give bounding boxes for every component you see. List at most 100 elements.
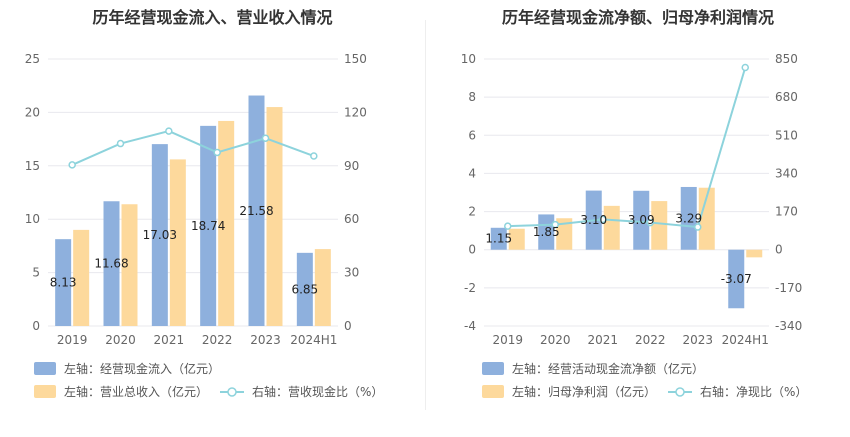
right-bar-secondary: [698, 187, 715, 250]
left-legend-label-line: 右轴：营收现金比（%）: [252, 384, 383, 399]
left-right-tick-label: 30: [344, 266, 359, 280]
left-bar-primary: [296, 252, 313, 326]
left-x-tick-label: 2019: [57, 333, 88, 347]
left-right-tick-label: 0: [344, 319, 352, 333]
right-right-tick-label: 680: [775, 90, 798, 104]
right-right-tick-label: 850: [775, 52, 798, 66]
right-right-tick-label: 170: [775, 205, 798, 219]
right-bar-secondary: [651, 201, 668, 250]
right-ratio-point: [694, 223, 702, 231]
left-ratio-point: [165, 127, 173, 135]
left-left-tick-label: 10: [25, 212, 40, 226]
left-bar-value-label: 6.85: [291, 282, 318, 296]
left-ratio-point: [116, 139, 125, 148]
left-ratio-point: [213, 148, 221, 157]
right-x-tick-label: 2023: [682, 333, 713, 347]
right-bar-value-label: -3.07: [721, 272, 752, 286]
left-bar-value-label: 8.13: [50, 276, 77, 290]
left-bar-value-label: 21.58: [239, 204, 273, 218]
right-left-tick-label: 2: [468, 205, 476, 219]
right-legend-label-primary: 左轴：经营活动现金流净额（亿元）: [512, 361, 704, 376]
left-bar-secondary: [169, 159, 186, 326]
right-left-tick-label: 10: [461, 52, 476, 66]
right-ratio-point: [741, 63, 749, 72]
left-bar-secondary: [218, 120, 235, 326]
right-right-tick-label: 510: [775, 128, 798, 142]
left-legend-swatch-primary: [34, 362, 56, 375]
right-legend-swatch-line-marker: [675, 387, 685, 397]
right-bar-value-label: 3.29: [675, 211, 702, 225]
right-ratio-point: [599, 215, 607, 224]
right-bar-primary: [680, 186, 697, 250]
right-ratio-point: [551, 220, 559, 229]
left-bar-secondary: [73, 229, 90, 326]
right-bar-primary: [490, 227, 507, 250]
left-x-tick-label: 2021: [154, 333, 185, 347]
left-legend-swatch-line-marker: [227, 387, 237, 397]
left-left-tick-label: 20: [25, 105, 40, 119]
left-right-tick-label: 90: [344, 159, 359, 173]
right-legend-swatch-secondary: [482, 385, 504, 398]
right-bar-value-label: 3.10: [580, 213, 607, 227]
panel-divider: [425, 20, 426, 410]
right-right-tick-label: 0: [775, 243, 783, 257]
left-left-tick-label: 25: [25, 52, 40, 66]
right-bar-value-label: 1.15: [485, 232, 512, 246]
left-bar-primary: [200, 125, 217, 326]
left-bar-value-label: 11.68: [94, 257, 128, 271]
right-bar-secondary: [556, 218, 573, 250]
left-bar-value-label: 18.74: [191, 219, 225, 233]
left-bar-secondary: [121, 204, 138, 326]
right-chart-title: 历年经营现金流净额、归母净利润情况: [501, 8, 774, 27]
left-x-tick-label: 2020: [105, 333, 136, 347]
right-left-tick-label: 0: [468, 243, 476, 257]
left-bar-primary: [55, 239, 72, 326]
left-ratio-point: [310, 152, 318, 160]
right-legend-swatch-primary: [482, 362, 504, 375]
right-bar-primary: [633, 190, 650, 250]
right-bar-primary: [538, 214, 555, 250]
right-bar-secondary: [603, 205, 620, 250]
right-x-tick-label: 2019: [492, 333, 523, 347]
left-left-tick-label: 15: [25, 159, 40, 173]
right-right-tick-label: 340: [775, 166, 798, 180]
left-legend-label-secondary: 左轴：营业总收入（亿元）: [64, 384, 208, 399]
right-ratio-point: [504, 222, 512, 230]
right-legend-label-secondary: 左轴：归母净利润（亿元）: [512, 384, 656, 399]
right-left-tick-label: 6: [468, 128, 476, 142]
right-left-tick-label: -2: [464, 281, 476, 295]
right-bar-secondary: [508, 228, 525, 250]
left-ratio-point: [68, 161, 76, 169]
right-left-tick-label: 8: [468, 90, 476, 104]
right-bar-value-label: 1.85: [533, 225, 560, 239]
left-x-tick-label: 2024H1: [290, 333, 337, 347]
left-right-tick-label: 60: [344, 212, 359, 226]
left-left-tick-label: 0: [32, 319, 40, 333]
right-bar-secondary: [746, 249, 763, 258]
left-x-tick-label: 2023: [250, 333, 281, 347]
right-legend-label-line: 右轴：净现比（%）: [700, 384, 807, 399]
left-chart-svg: 0 5 10 15 20 25 0 30 60 90 120 150 2019 2020 2021 2022 2…: [25, 52, 384, 399]
right-x-tick-label: 2022: [635, 333, 666, 347]
left-bar-secondary: [266, 107, 283, 326]
right-ratio-line: [507, 67, 747, 229]
left-bar-value-label: 17.03: [143, 228, 177, 242]
left-bar-primary: [151, 144, 168, 326]
left-legend-label-primary: 左轴：经营现金流入（亿元）: [64, 361, 220, 376]
left-ratio-line: [71, 130, 315, 166]
left-right-tick-label: 120: [344, 105, 367, 119]
left-legend-swatch-secondary: [34, 385, 56, 398]
right-left-tick-label: -4: [464, 319, 476, 333]
right-x-tick-label: 2021: [587, 333, 618, 347]
right-bar-value-label: 3.09: [628, 213, 655, 227]
right-chart-panel: 历年经营现金流净额、归母净利润情况 -4 -2 0 2 4 6 8 10 -340 -170 0 17…: [426, 0, 850, 437]
left-chart-panel: 历年经营现金流入、营业收入情况 0 5 10 15 20 25 0 30 60 90 120 150 2…: [25, 8, 384, 399]
right-x-tick-label: 2020: [540, 333, 571, 347]
right-chart-svg: -4 -2 0 2 4 6 8 10 -340 -170 0 170 340 510 680 850 2019 2…: [461, 52, 808, 399]
left-ratio-point: [261, 134, 270, 142]
left-right-tick-label: 150: [344, 52, 367, 66]
right-ratio-point: [646, 218, 654, 227]
left-x-tick-label: 2022: [202, 333, 233, 347]
right-right-tick-label: -340: [775, 319, 802, 333]
left-left-tick-label: 5: [32, 266, 40, 280]
